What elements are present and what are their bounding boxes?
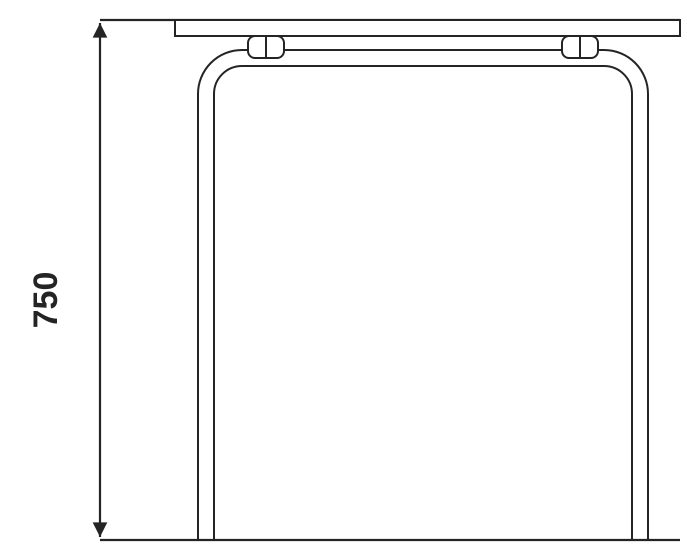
tabletop — [175, 20, 680, 36]
frame-inner — [214, 66, 632, 540]
dimension-label: 750 — [27, 272, 65, 329]
frame-outer — [198, 50, 648, 540]
technical-drawing: 750 — [0, 0, 687, 560]
